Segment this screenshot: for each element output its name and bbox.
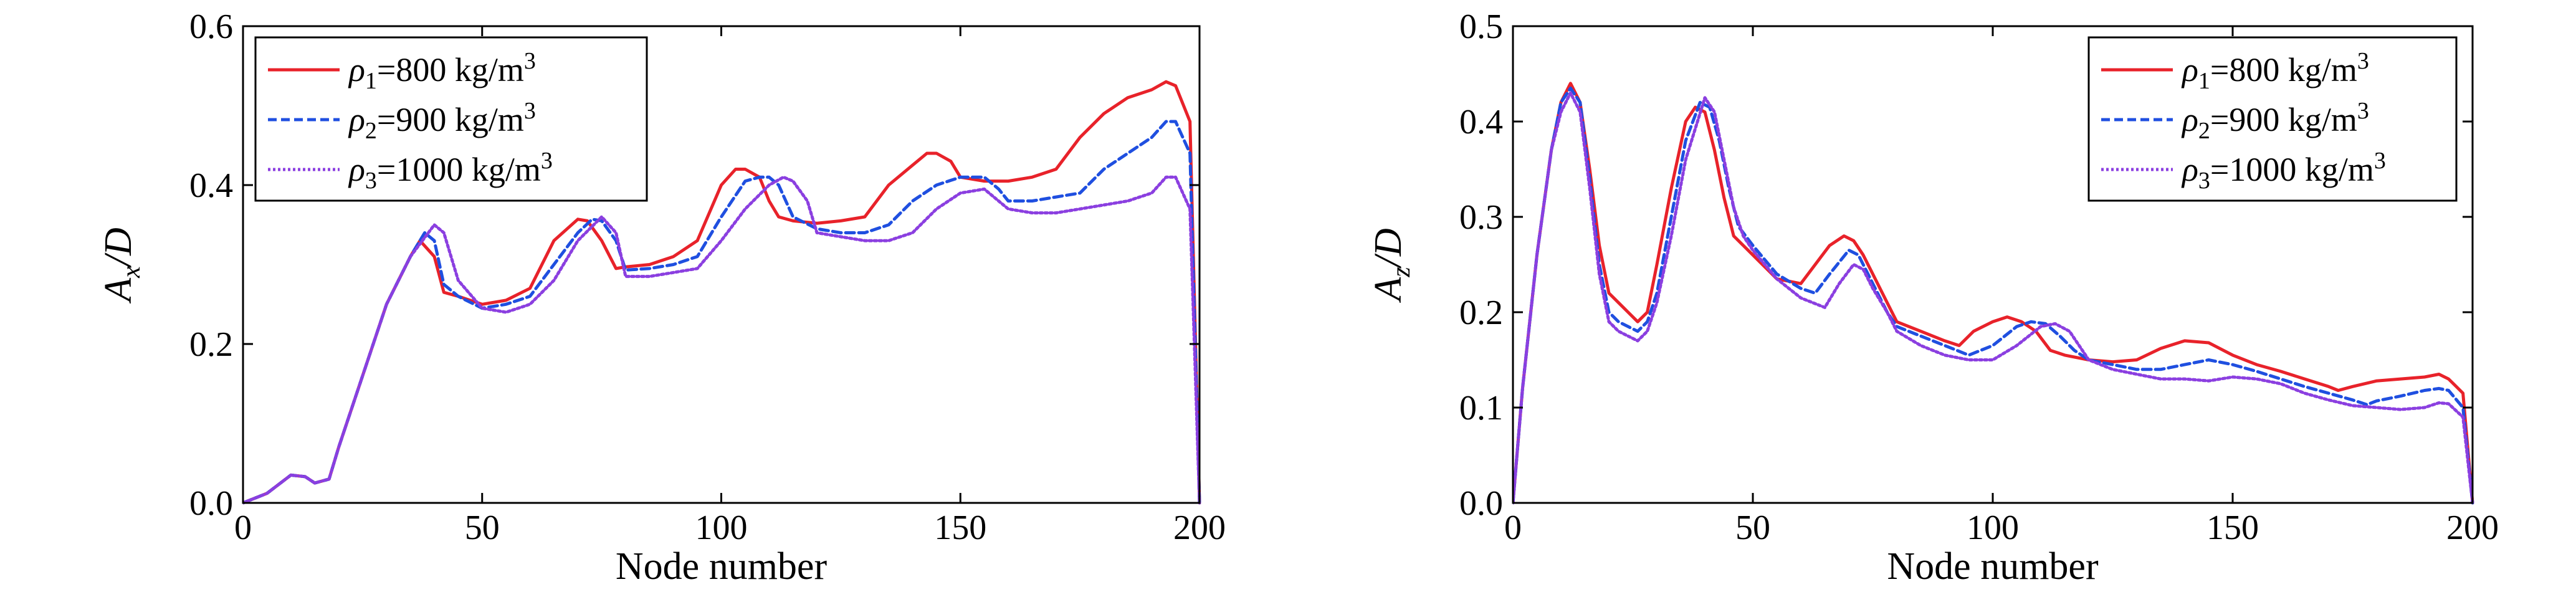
y-tick-label: 0.3	[1459, 198, 1503, 237]
series-line-3	[1513, 91, 2474, 505]
legend-box	[2087, 36, 2458, 202]
series-line-1	[1513, 82, 2474, 505]
y-tick-label: 0.4	[1459, 103, 1503, 141]
legend-label-1: ρ1=800 kg/m3	[348, 48, 536, 94]
y-axis-title: Az/D	[1367, 228, 1416, 303]
x-tick-label: 100	[1967, 509, 2019, 547]
series-line-2	[1513, 87, 2474, 505]
legend-label-3: ρ3=1000 kg/m3	[348, 148, 553, 194]
legend-label-3: ρ3=1000 kg/m3	[2181, 148, 2386, 194]
x-tick-label: 50	[465, 509, 500, 547]
chart-panel-1: 0 50 100 150 200 0.0 0.2 0.4 0.6 Node number Ax/D ρ…	[97, 7, 1226, 588]
x-tick-label: 0	[1504, 509, 1522, 547]
y-tick-label: 0.0	[189, 484, 233, 523]
x-tick-label: 0	[234, 509, 252, 547]
chart-panel-2: 0 50 100 150 200 0.0 0.1 0.2 0.3 0.4 0.5 Node numbe…	[1367, 7, 2499, 588]
series-line-3	[243, 175, 1201, 505]
x-tick-label: 150	[934, 509, 986, 547]
y-tick-label: 0.2	[1459, 294, 1503, 332]
x-tick-label: 200	[1173, 509, 1226, 547]
x-tick-label: 100	[695, 509, 748, 547]
legend-label-2: ρ2=900 kg/m3	[348, 98, 536, 144]
y-tick-label: 0.4	[189, 166, 233, 205]
legend-label-2: ρ2=900 kg/m3	[2181, 98, 2369, 144]
y-tick-label: 0.5	[1459, 7, 1503, 46]
y-tick-label: 0.1	[1459, 389, 1503, 427]
y-axis-title: Ax/D	[97, 227, 146, 304]
x-tick-label: 50	[1735, 509, 1770, 547]
y-tick-label: 0.0	[1459, 484, 1503, 523]
y-tick-label: 0.6	[189, 7, 233, 46]
x-axis-title: Node number	[616, 545, 828, 588]
x-axis-title: Node number	[1887, 545, 2099, 588]
x-tick-label: 200	[2446, 509, 2499, 547]
legend-label-1: ρ1=800 kg/m3	[2181, 48, 2369, 94]
y-tick-label: 0.2	[189, 325, 233, 364]
x-tick-label: 150	[2206, 509, 2259, 547]
